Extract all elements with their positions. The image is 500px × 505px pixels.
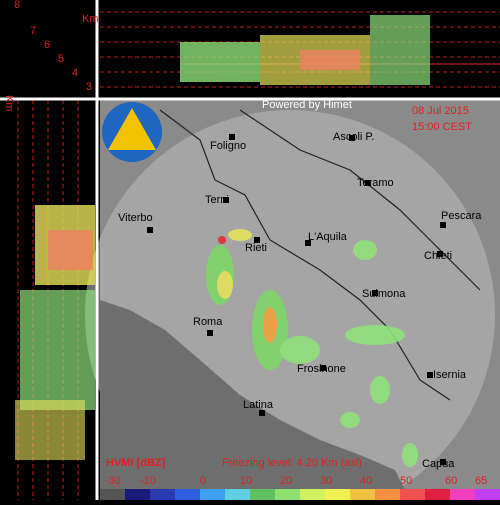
- city-marker: [437, 251, 443, 257]
- scale-swatch: [350, 489, 375, 500]
- top-vertical-profile: [100, 11, 500, 88]
- scale-swatch: [150, 489, 175, 500]
- city-marker: [305, 240, 311, 246]
- left-unit: Km: [3, 95, 15, 112]
- scale-swatch: [175, 489, 200, 500]
- legend-title: HVMI [dBZ]: [106, 457, 166, 469]
- city-marker: [320, 365, 326, 371]
- logo-triangle: [108, 108, 156, 150]
- city-marker: [259, 410, 265, 416]
- height-label: 3: [86, 81, 92, 93]
- scale-swatch: [375, 489, 400, 500]
- height-label: 4: [72, 67, 78, 79]
- precipitation: [206, 229, 418, 467]
- scale-swatch: [100, 489, 125, 500]
- city-label: Rieti: [245, 242, 267, 254]
- city-marker: [440, 459, 446, 465]
- city-marker: [427, 372, 433, 378]
- scale-swatch: [425, 489, 450, 500]
- height-label: 6: [44, 39, 50, 51]
- scale-tick-label: -10: [140, 475, 156, 487]
- scale-swatch: [200, 489, 225, 500]
- city-label: Isernia: [433, 369, 467, 381]
- city-marker: [349, 135, 355, 141]
- scale-tick-label: 30: [320, 475, 332, 487]
- city-marker: [207, 330, 213, 336]
- city-label: Viterbo: [118, 212, 153, 224]
- scale-swatch: [250, 489, 275, 500]
- scale-tick-label: -30: [105, 475, 121, 487]
- scale-swatch: [275, 489, 300, 500]
- city-label: Roma: [193, 316, 223, 328]
- city-label: Latina: [243, 399, 274, 411]
- scale-swatch: [125, 489, 150, 500]
- scale-tick-label: 20: [280, 475, 292, 487]
- city-label: Capua: [422, 458, 455, 470]
- city-label: Chieti: [424, 250, 452, 262]
- city-marker: [147, 227, 153, 233]
- city-label: L'Aquila: [308, 231, 348, 243]
- color-scale: -30 -10 0 10 20 30 40 50 60 65: [100, 475, 500, 500]
- scale-tick-label: 40: [360, 475, 372, 487]
- freezing-level: Freezing level: 4.20 Km (asl): [222, 457, 362, 469]
- city-label: Ascoli P.: [333, 131, 374, 143]
- top-unit: Km: [82, 13, 99, 25]
- scale-swatch: [325, 489, 350, 500]
- city-marker: [440, 222, 446, 228]
- height-label: 5: [58, 53, 64, 65]
- city-label: Foligno: [210, 140, 246, 152]
- sea: [100, 300, 410, 500]
- city-label: Frosinone: [297, 363, 346, 375]
- city-marker: [254, 237, 260, 243]
- scale-swatch: [450, 489, 475, 500]
- scale-swatch: [300, 489, 325, 500]
- city-label: Terni: [205, 194, 229, 206]
- scale-tick-label: 60: [445, 475, 457, 487]
- scale-tick-label: 50: [400, 475, 412, 487]
- height-label: 8: [14, 0, 20, 11]
- scale-tick-label: 65: [475, 475, 487, 487]
- height-label: 7: [30, 25, 36, 37]
- time: 15:00 CEST: [412, 121, 472, 133]
- city-marker: [223, 197, 229, 203]
- scale-tick-label: 0: [200, 475, 206, 487]
- city-marker: [372, 290, 378, 296]
- left-vertical-profile: [15, 100, 95, 500]
- borders: [159, 109, 481, 401]
- date: 08 Jul 2015: [412, 105, 469, 117]
- city-marker: [229, 134, 235, 140]
- scale-swatch: [475, 489, 500, 500]
- scale-swatch: [225, 489, 250, 500]
- city-marker: [365, 180, 371, 186]
- credit: Powered by Himet: [262, 99, 352, 111]
- city-label: Teramo: [357, 177, 394, 189]
- city-label: Pescara: [441, 210, 482, 222]
- scale-swatch: [400, 489, 425, 500]
- scale-tick-label: 10: [240, 475, 252, 487]
- city-label: Sulmona: [362, 288, 406, 300]
